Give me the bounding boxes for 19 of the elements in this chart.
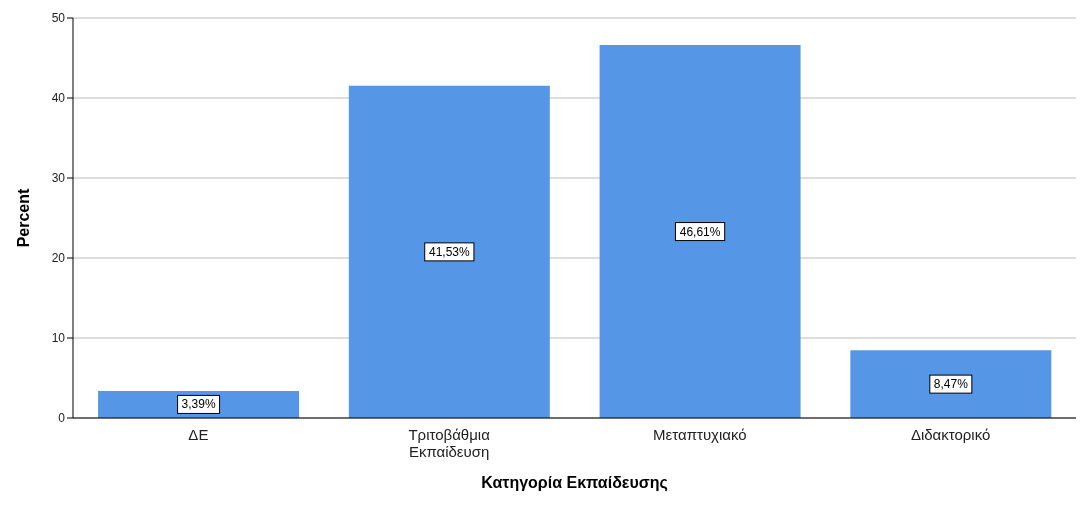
y-tick-label: 50 [51, 11, 66, 26]
y-tick-label: 0 [58, 411, 66, 426]
y-tick-label: 30 [51, 171, 66, 186]
bar [599, 45, 801, 418]
y-axis-title: Percent [14, 187, 32, 248]
x-tick-label: Διδακτορικό [910, 426, 991, 443]
y-tick-label: 20 [51, 251, 66, 266]
y-tick-label: 40 [51, 91, 66, 106]
bar [850, 350, 1052, 418]
data-label: 41,53% [428, 244, 470, 259]
x-tick-label: ΔΕ [188, 426, 209, 443]
x-axis-title: Κατηγορία Εκπαίδευσης [481, 474, 668, 492]
data-label: 46,61% [679, 224, 721, 239]
y-tick-label: 10 [51, 331, 66, 346]
bar [348, 85, 550, 418]
x-tick-label: Τριτοβάθμια Εκπαίδευση [408, 426, 491, 460]
data-label: 3,39% [181, 397, 216, 412]
x-tick-label: Μεταπτυχιακό [653, 426, 747, 443]
data-label: 8,47% [933, 377, 969, 392]
